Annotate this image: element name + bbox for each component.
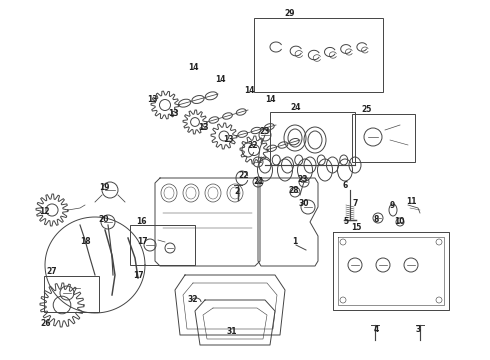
Text: 22: 22 — [248, 141, 258, 150]
Text: 18: 18 — [80, 237, 90, 246]
Text: 2: 2 — [234, 188, 240, 197]
Text: 22: 22 — [239, 171, 249, 180]
Text: 16: 16 — [136, 216, 146, 225]
Text: 15: 15 — [351, 224, 361, 233]
Text: 6: 6 — [343, 181, 347, 190]
Text: 31: 31 — [227, 328, 237, 337]
Text: 25: 25 — [362, 105, 372, 114]
Text: 14: 14 — [188, 63, 198, 72]
Text: 13: 13 — [198, 123, 208, 132]
Text: 3: 3 — [416, 325, 420, 334]
Text: 13: 13 — [147, 95, 157, 104]
Text: 30: 30 — [299, 199, 309, 208]
Text: 28: 28 — [289, 186, 299, 195]
Text: 8: 8 — [373, 215, 379, 224]
Text: 13: 13 — [168, 109, 178, 118]
Text: 9: 9 — [390, 202, 394, 211]
Bar — [270, 112, 355, 165]
Text: 29: 29 — [285, 9, 295, 18]
Text: 14: 14 — [265, 95, 275, 104]
Text: 23: 23 — [260, 127, 270, 136]
Text: 14: 14 — [215, 76, 225, 85]
Text: 17: 17 — [137, 237, 147, 246]
Text: 24: 24 — [291, 104, 301, 112]
Text: 32: 32 — [188, 296, 198, 305]
Text: 12: 12 — [39, 207, 49, 216]
Bar — [352, 114, 415, 162]
Text: 19: 19 — [99, 184, 109, 193]
Text: 14: 14 — [244, 86, 254, 95]
Text: 20: 20 — [99, 216, 109, 225]
Text: 4: 4 — [373, 325, 379, 334]
Text: 17: 17 — [133, 271, 143, 280]
Bar — [44, 276, 99, 312]
Text: 10: 10 — [394, 216, 404, 225]
Bar — [254, 18, 383, 92]
Text: 21: 21 — [254, 177, 264, 186]
Text: 23: 23 — [298, 175, 308, 184]
Text: 11: 11 — [406, 198, 416, 207]
Text: 27: 27 — [47, 267, 57, 276]
Text: 1: 1 — [293, 238, 297, 247]
Text: 26: 26 — [41, 320, 51, 328]
Text: 13: 13 — [223, 135, 233, 144]
Bar — [130, 225, 195, 265]
Text: 7: 7 — [352, 199, 358, 208]
Text: 5: 5 — [343, 217, 348, 226]
